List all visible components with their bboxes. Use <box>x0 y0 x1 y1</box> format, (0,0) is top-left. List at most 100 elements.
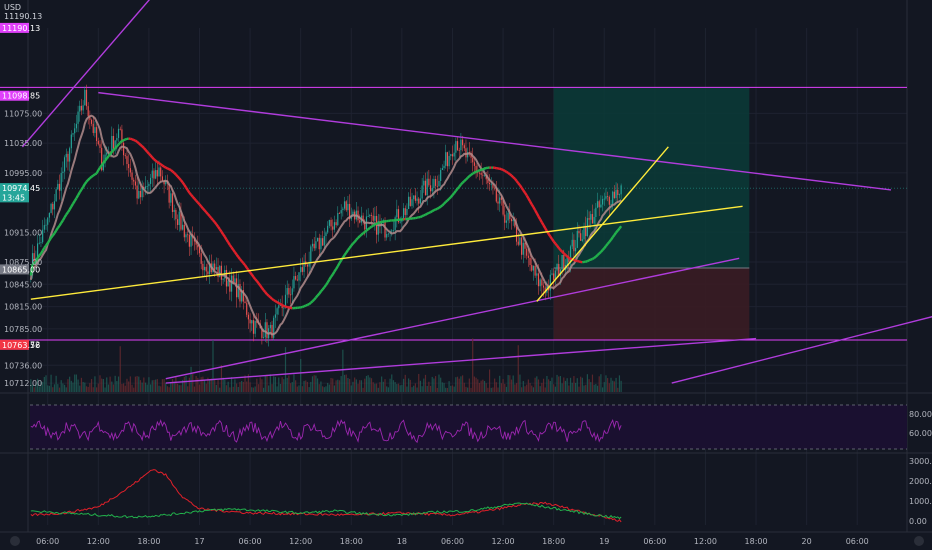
ma-slow-segment <box>235 253 240 258</box>
volume-bar <box>463 382 465 392</box>
ma-slow-segment <box>311 298 316 303</box>
time-tick-label: 18:00 <box>745 537 768 546</box>
candle-body <box>527 255 529 258</box>
volume-bar <box>468 378 470 392</box>
left-steep-line <box>21 0 151 148</box>
ma-slow-segment <box>556 244 560 249</box>
ma-slow-segment <box>100 162 105 167</box>
candle-body <box>136 185 138 199</box>
ma-slow-segment <box>245 266 250 271</box>
ma-slow-segment <box>82 183 86 188</box>
candle-body <box>568 257 570 262</box>
ma-slow-segment <box>124 137 128 141</box>
volume-bar <box>411 387 413 392</box>
ma-slow-segment <box>237 256 241 260</box>
volume-bar <box>424 374 427 392</box>
candle-body <box>522 242 524 255</box>
volume-bar <box>151 380 153 392</box>
candle-body <box>343 201 346 209</box>
ma-slow-segment <box>131 138 135 142</box>
ma-slow-segment <box>326 278 331 284</box>
ma-slow-segment <box>198 203 203 208</box>
candle-body <box>462 139 464 146</box>
price-axis[interactable]: USD 11190.13 11075.00 11035.00 10995.00 109… <box>4 3 932 526</box>
time-axis[interactable]: 06:00 12:00 18:00 17 06:00 12:00 18:00 18 06:00 1… <box>36 537 869 546</box>
volume-bar <box>163 378 165 392</box>
high-badge: 11098.85 <box>2 92 40 101</box>
ma-slow-segment <box>419 215 423 219</box>
time-tick-label: 06:00 <box>239 537 262 546</box>
candle-body <box>175 209 177 220</box>
volume-bar <box>338 380 341 392</box>
volume-bar <box>205 383 207 392</box>
volume-bar <box>175 376 177 392</box>
candle-body <box>323 236 325 246</box>
volume-bar <box>372 382 374 392</box>
volume-bar <box>195 376 197 392</box>
level-top-badge: 11190.13 <box>2 24 40 33</box>
candle-body <box>155 170 157 179</box>
candle-body <box>313 243 315 249</box>
volume-bar <box>315 375 317 392</box>
candle-body <box>144 186 147 189</box>
candle-body <box>578 231 580 234</box>
ma-slow-segment <box>314 294 319 299</box>
ma-slow-segment <box>77 191 81 196</box>
candle-body <box>409 196 411 206</box>
volume-bar <box>515 383 518 392</box>
candle-body <box>227 280 229 287</box>
ma-slow-segment <box>71 200 76 205</box>
ma-slow-segment <box>271 297 275 302</box>
volume-bar <box>600 374 602 392</box>
volume-bar <box>586 374 588 392</box>
horizontal-levels[interactable] <box>0 86 907 341</box>
position-box[interactable] <box>553 87 750 340</box>
candle-body <box>288 288 290 295</box>
ma-value-badge-bg <box>0 264 29 275</box>
ma-slow-segment <box>136 140 140 145</box>
ma-slow-segment <box>92 173 96 177</box>
ma-slow-segment <box>507 171 511 176</box>
volume-bar <box>505 386 508 392</box>
candle-body <box>320 238 322 250</box>
ma-slow-segment <box>328 276 333 281</box>
candle-body <box>92 123 94 133</box>
candle-body <box>65 153 67 158</box>
candle-body <box>180 211 182 230</box>
candle-body <box>234 278 236 283</box>
ma-slow-segment <box>220 231 225 235</box>
volume-bar <box>404 374 406 392</box>
volume-bar <box>580 376 582 392</box>
ma-slow-segment <box>149 154 154 159</box>
candle-body <box>57 183 59 190</box>
ma-slow-segment <box>260 287 265 291</box>
time-tick-label: 06:00 <box>441 537 464 546</box>
candle-body <box>549 274 551 291</box>
candle-body <box>446 152 449 167</box>
trendlines[interactable] <box>21 0 932 384</box>
volume-bar <box>402 378 405 392</box>
volume-bar <box>111 381 113 392</box>
volume-bar <box>114 375 116 392</box>
ma-slow-segment <box>561 250 565 255</box>
candle-body <box>156 170 158 177</box>
volume-bar <box>499 375 501 392</box>
corner-icons[interactable] <box>10 536 924 546</box>
ma-slow-segment <box>415 216 418 220</box>
volume-bar <box>617 387 619 392</box>
volume-bar <box>573 376 575 392</box>
ma-slow-segment <box>123 138 126 142</box>
volume-bar <box>38 386 40 392</box>
low-badge: 10763.56 <box>2 341 40 350</box>
volume-bar <box>450 385 452 392</box>
candle-body <box>295 276 297 280</box>
ma-slow-segment <box>540 221 545 226</box>
volume-bar <box>441 382 443 392</box>
ma-slow-segment <box>333 268 338 273</box>
ma-slow-segment <box>85 179 90 183</box>
candle-body <box>542 285 545 288</box>
candle-body <box>217 267 219 277</box>
candle-body <box>139 191 142 198</box>
candle-body <box>544 287 546 293</box>
